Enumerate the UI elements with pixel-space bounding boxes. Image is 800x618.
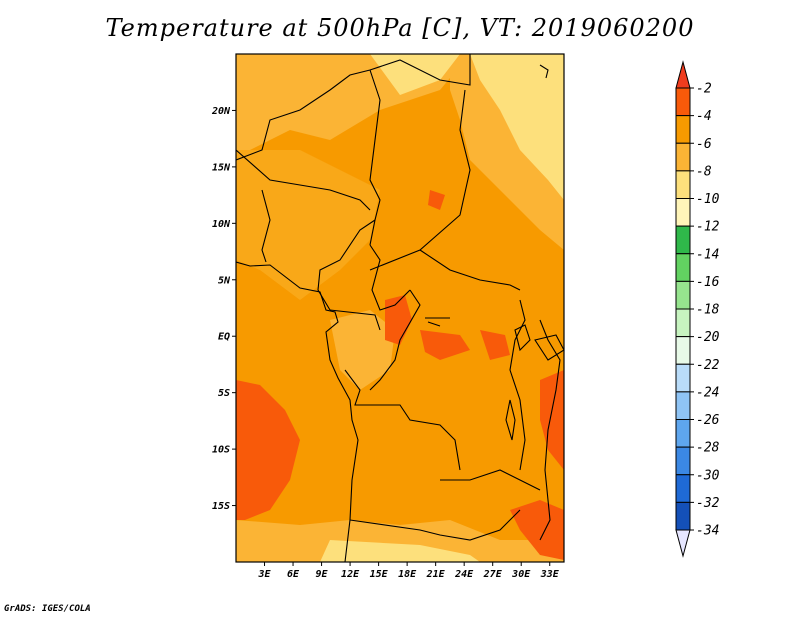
colorbar-box <box>675 280 691 310</box>
colorbar-box <box>675 198 691 227</box>
field-band-s <box>236 520 564 562</box>
colorbar-box <box>675 308 691 338</box>
border-zambia <box>440 469 541 491</box>
colorbar: -2 -4 -6 -8 -10 -12 -14 -16 -18 -20 -22 -24 -26 -28 -3… <box>675 60 720 558</box>
border-east <box>509 299 526 471</box>
colorbar-label: -6 <box>696 137 712 152</box>
field-patch-congo <box>330 310 395 390</box>
lat-tick-label: 20N <box>211 106 231 117</box>
colorbar-label: -30 <box>696 468 720 483</box>
lon-tick-label: 27E <box>483 569 503 580</box>
border-gabon <box>329 309 381 331</box>
border-cameroon-car <box>369 244 411 311</box>
coastline-west <box>236 261 359 562</box>
colorbar-box <box>675 446 691 476</box>
colorbar-box <box>675 87 691 117</box>
lon-tick-label: 18E <box>398 569 417 580</box>
lon-tick-label: 3E <box>257 569 271 580</box>
colorbar-label: -4 <box>696 109 712 124</box>
colorbar-label: -8 <box>696 164 712 179</box>
colorbar-label: -28 <box>696 441 720 456</box>
colorbar-box <box>675 253 691 282</box>
colorbar-label: -12 <box>696 220 720 235</box>
colorbar-label: -10 <box>696 192 720 207</box>
lat-tick-label: EQ <box>218 332 230 343</box>
colorbar-label: -16 <box>696 275 720 290</box>
colorbar-label: -20 <box>696 330 720 345</box>
lake-victoria <box>534 334 564 361</box>
colorbar-box <box>675 474 691 503</box>
border-car-ssudan <box>419 249 521 291</box>
colorbar-box <box>675 115 691 144</box>
lat-tick-label: 5N <box>218 275 231 286</box>
field-patch-n <box>428 190 445 210</box>
lon-tick-label: 21E <box>426 569 446 580</box>
lon-tick-label: 6E <box>287 569 300 580</box>
colorbar-label: -22 <box>696 358 720 373</box>
colorbar-label: -24 <box>696 385 719 400</box>
border-benin <box>261 189 271 263</box>
colorbar-label: -18 <box>696 303 720 318</box>
colorbar-label: -2 <box>696 82 712 97</box>
river-streaks <box>425 317 450 327</box>
border-congo-drc <box>369 289 421 391</box>
colorbar-box <box>675 170 691 199</box>
field-patch-c3 <box>480 330 510 360</box>
lon-tick-label: 30E <box>511 569 531 580</box>
border-niger-nigeria <box>236 149 371 211</box>
field-blob-e <box>540 370 564 470</box>
chart-title: Temperature at 500hPa [C], VT: 201906020… <box>105 14 695 42</box>
map-frame <box>235 53 565 563</box>
temperature-field <box>236 54 564 562</box>
lon-axis: 3E 6E 9E 12E 15E 18E 21E 24E 27E 30E 33E <box>257 562 560 580</box>
colorbar-box <box>675 225 691 255</box>
colorbar-box <box>675 336 691 365</box>
border-chad-sudan <box>369 89 471 271</box>
field-band-wc <box>236 150 380 300</box>
border-north <box>236 54 471 161</box>
lat-tick-label: 10N <box>212 219 231 230</box>
colorbar-label: -32 <box>696 496 720 511</box>
lon-tick-label: 9E <box>316 569 329 580</box>
colorbar-label: -34 <box>696 524 719 539</box>
border-ne-corner <box>539 64 549 79</box>
colorbar-box <box>675 363 691 393</box>
boundaries <box>236 54 564 562</box>
border-drc-angola <box>344 369 461 471</box>
border-tanzania <box>539 319 561 541</box>
colorbar-box <box>675 391 691 420</box>
lake-tanganyika <box>505 399 516 441</box>
field-blob-sw <box>236 380 300 520</box>
border-south <box>349 509 521 541</box>
colorbar-label: -14 <box>696 247 719 262</box>
colorbar-top-arrow <box>675 60 691 89</box>
field-patch-c2 <box>420 330 470 360</box>
lat-tick-label: 5S <box>218 388 230 399</box>
colorbar-bottom-arrow <box>675 529 691 558</box>
border-nigeria-cameroon <box>317 219 376 311</box>
colorbar-box <box>675 419 691 448</box>
lon-tick-label: 12E <box>341 569 360 580</box>
lon-tick-label: 15E <box>370 569 389 580</box>
lon-tick-label: 24E <box>454 569 474 580</box>
lake-kyoga <box>514 324 531 352</box>
lat-tick-label: 10S <box>212 445 230 456</box>
colorbar-box <box>675 501 691 531</box>
colorbar-label: -26 <box>696 413 720 428</box>
field-streak-c <box>385 295 412 345</box>
lat-axis: 20N 15N 10N 5N EQ 5S 10S 15S <box>211 106 236 512</box>
colorbar-box <box>675 142 691 172</box>
field-band-n-light <box>370 54 460 95</box>
lat-tick-label: 15S <box>212 501 230 512</box>
field-blob-se <box>510 500 564 560</box>
field-band-ne-light <box>470 54 564 200</box>
credit-label: GrADS: IGES/COLA <box>4 604 91 614</box>
lon-tick-label: 33E <box>540 569 560 580</box>
lat-tick-label: 15N <box>212 162 231 173</box>
field-band-s-light <box>320 540 480 562</box>
